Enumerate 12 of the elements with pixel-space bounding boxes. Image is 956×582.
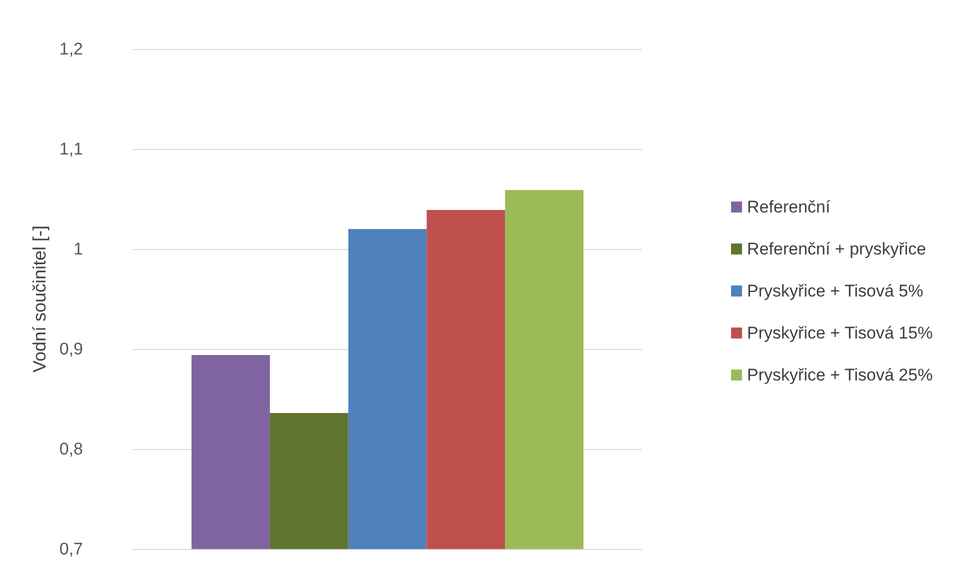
legend-label: Pryskyřice + Tisová 5% — [747, 282, 924, 300]
y-axis-title: Vodní součinitel [-] — [29, 225, 50, 373]
y-tick-label: 1 — [74, 240, 83, 258]
y-tick-label: 0,9 — [59, 340, 83, 358]
legend-label: Referenční — [747, 198, 830, 216]
y-tick-label: 1,1 — [59, 140, 83, 158]
y-tick-label: 1,2 — [59, 40, 83, 58]
legend-label: Pryskyřice + Tisová 15% — [747, 324, 933, 342]
y-tick-label: 0,7 — [59, 540, 83, 558]
y-tick-label: 0,8 — [59, 440, 83, 458]
legend-label: Referenční + pryskyřice — [747, 240, 926, 258]
legend-label: Pryskyřice + Tisová 25% — [747, 366, 933, 384]
